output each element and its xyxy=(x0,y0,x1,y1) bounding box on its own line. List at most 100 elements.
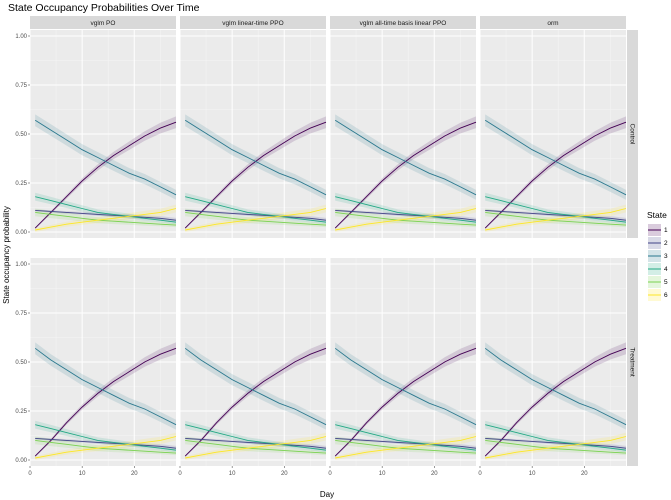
series-3-line xyxy=(184,119,327,196)
series-6-ribbon xyxy=(35,204,177,232)
y-axis-title: State occupancy probability xyxy=(2,206,11,304)
y-tick-label: 0.25 xyxy=(15,409,27,415)
x-tick-label: 20 xyxy=(131,471,138,477)
series-1-line xyxy=(34,347,177,457)
series-5-line xyxy=(185,439,327,454)
facet-panel xyxy=(179,30,327,238)
series-2-line xyxy=(35,209,177,221)
series-2-line xyxy=(335,209,477,221)
x-tick-label: 10 xyxy=(379,471,386,477)
series-3-line xyxy=(184,347,327,426)
series-2-line xyxy=(485,209,627,221)
series-4-ribbon xyxy=(185,192,326,225)
series-5-line xyxy=(485,439,627,454)
legend-label: 5 xyxy=(664,279,668,286)
series-3-ribbon xyxy=(335,114,476,200)
series-6-line xyxy=(335,208,477,231)
x-tick-label: 0 xyxy=(478,471,482,477)
series-4-line xyxy=(335,196,477,223)
series-3-line xyxy=(484,347,627,426)
series-6-ribbon xyxy=(485,432,626,460)
series-6-line xyxy=(485,436,627,459)
legend-item: 2 xyxy=(648,237,668,249)
legend-item: 3 xyxy=(648,250,668,262)
series-3-line xyxy=(334,119,477,196)
series-6-line xyxy=(35,208,177,231)
series-4-line xyxy=(35,196,177,223)
facet-panel: 0.00 0.25 0.50 0.75 1.00 0 10 20 xyxy=(15,258,177,477)
series-4-ribbon xyxy=(185,420,326,453)
series-1-line xyxy=(484,347,627,457)
series-5-line xyxy=(335,439,477,454)
y-tick-label: 0.75 xyxy=(15,311,27,317)
series-2-line xyxy=(485,437,627,449)
facet-panel xyxy=(479,30,627,238)
legend-label: 6 xyxy=(664,292,668,299)
column-strip-label: vglm PO xyxy=(91,20,116,27)
legend-label: 2 xyxy=(664,240,668,247)
series-4-line xyxy=(335,424,477,451)
series-6-line xyxy=(335,436,477,459)
series-4-ribbon xyxy=(35,192,177,225)
x-tick-label: 0 xyxy=(328,471,332,477)
series-4-ribbon xyxy=(335,420,476,453)
series-4-ribbon xyxy=(335,192,476,225)
series-2-line xyxy=(185,437,327,449)
x-axis-title: Day xyxy=(320,490,334,499)
x-tick-label: 20 xyxy=(581,471,588,477)
y-tick-label: 1.00 xyxy=(15,34,27,40)
series-5-line xyxy=(35,439,177,454)
series-6-ribbon xyxy=(335,204,476,232)
series-6-ribbon xyxy=(485,204,626,232)
series-5-line xyxy=(35,211,177,226)
x-tick-label: 10 xyxy=(529,471,536,477)
facet-panels: vglm PO 0.00 0.25 0.50 0.75 1.000.00 0.25 0.50 0… xyxy=(15,16,638,477)
series-5-line xyxy=(485,211,627,226)
series-5-ribbon xyxy=(335,436,476,456)
y-tick-label: 0.50 xyxy=(15,132,27,138)
row-strip xyxy=(627,258,638,466)
x-tick-label: 0 xyxy=(28,471,32,477)
series-1-line xyxy=(334,347,477,457)
series-5-ribbon xyxy=(485,208,626,228)
y-tick-label: 0.75 xyxy=(15,83,27,89)
series-6-line xyxy=(185,436,327,459)
series-3-line xyxy=(484,119,627,196)
column-strip-label: vglm all-time basis linear PPO xyxy=(360,20,447,27)
legend-item: 1 xyxy=(648,224,668,236)
legend-item: 5 xyxy=(648,276,668,288)
series-4-line xyxy=(485,196,627,223)
facet-panel xyxy=(329,30,477,238)
legend-label: 1 xyxy=(664,227,668,234)
series-5-line xyxy=(185,211,327,226)
legend-label: 3 xyxy=(664,253,668,260)
series-5-ribbon xyxy=(185,436,326,456)
series-1-line xyxy=(184,347,327,457)
facet-panel: 0.00 0.25 0.50 0.75 1.00 xyxy=(15,30,177,238)
series-6-line xyxy=(35,436,177,459)
series-6-line xyxy=(485,208,627,231)
column-strip xyxy=(330,16,476,29)
facet-panel: 0 10 20 xyxy=(178,258,327,477)
series-2-line xyxy=(185,209,327,221)
legend: 1 2 3 4 5 6 xyxy=(648,224,668,301)
y-tick-label: 0.25 xyxy=(15,181,27,187)
series-3-ribbon xyxy=(35,114,177,200)
legend-title: State xyxy=(647,210,667,220)
series-4-line xyxy=(485,424,627,451)
series-5-ribbon xyxy=(185,208,326,228)
column-strip xyxy=(180,16,326,29)
series-6-ribbon xyxy=(185,432,326,460)
series-4-line xyxy=(185,196,327,223)
legend-label: 4 xyxy=(664,266,668,273)
y-tick-label: 0.50 xyxy=(15,360,27,366)
series-5-ribbon xyxy=(335,208,476,228)
row-strip-label: Treatment xyxy=(629,347,636,377)
x-tick-label: 10 xyxy=(79,471,86,477)
facet-panel: 0 10 20 xyxy=(328,258,477,477)
column-strip-label: vglm linear-time PPO xyxy=(222,20,283,27)
column-strip-label: orm xyxy=(547,20,558,27)
y-tick-label: 0.00 xyxy=(15,230,27,236)
row-strip xyxy=(627,30,638,238)
